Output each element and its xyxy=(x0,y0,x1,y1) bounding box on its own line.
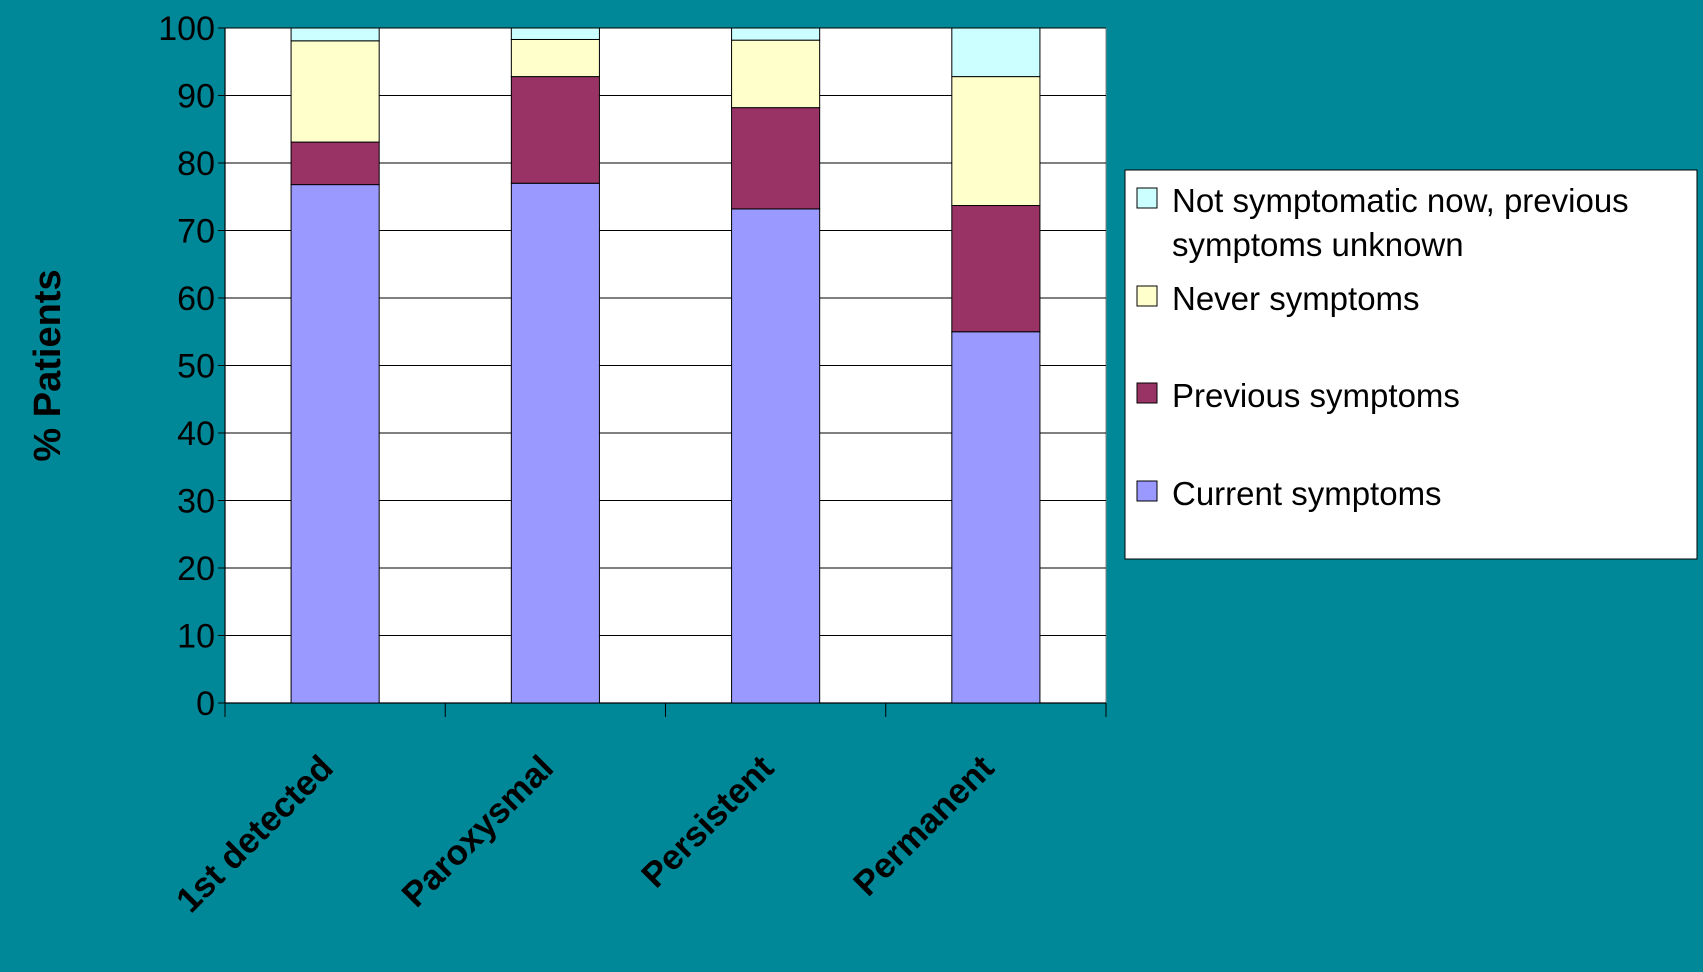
y-tick-label: 60 xyxy=(177,280,215,318)
x-tick-label: Persistent xyxy=(634,748,781,895)
bar-segment xyxy=(510,76,600,184)
legend-label: Previous symptoms xyxy=(1172,377,1460,414)
bar-segment xyxy=(731,107,821,210)
y-tick-label: 0 xyxy=(196,685,215,723)
legend-swatch xyxy=(1136,285,1158,307)
legend-swatch xyxy=(1136,382,1158,404)
y-tick-label: 100 xyxy=(158,10,215,48)
y-tick-label: 80 xyxy=(177,145,215,183)
y-tick-label: 10 xyxy=(177,618,215,656)
bar-segment xyxy=(951,27,1041,78)
y-tick-label: 30 xyxy=(177,483,215,521)
bar-segment xyxy=(290,40,380,143)
bar-segment xyxy=(731,208,821,704)
x-tick-label: 1st detected xyxy=(169,748,341,920)
bar-segment xyxy=(510,38,600,78)
y-tick-label: 90 xyxy=(177,78,215,116)
bar-segment xyxy=(290,184,380,704)
y-axis-title: % Patients xyxy=(27,269,69,461)
legend-label: symptoms unknown xyxy=(1172,226,1464,263)
y-tick-label: 50 xyxy=(177,348,215,386)
legend-swatch xyxy=(1136,480,1158,502)
y-tick-label: 20 xyxy=(177,550,215,588)
bar-segment xyxy=(731,27,821,41)
bar-segment xyxy=(510,27,600,40)
legend-label: Never symptoms xyxy=(1172,280,1420,317)
bar-segment xyxy=(951,331,1041,704)
legend-label: Current symptoms xyxy=(1172,475,1442,512)
x-tick-label: Paroxysmal xyxy=(394,748,561,915)
legend xyxy=(1124,169,1698,560)
bar-segment xyxy=(290,27,380,42)
legend-label: Not symptomatic now, previous xyxy=(1172,182,1629,219)
bar-segment xyxy=(951,76,1041,207)
x-tick-label: Permanent xyxy=(846,748,1002,904)
y-tick-label: 40 xyxy=(177,415,215,453)
legend-swatch xyxy=(1136,187,1158,209)
bar-segment xyxy=(510,182,600,704)
bar-segment xyxy=(731,39,821,109)
y-tick-label: 70 xyxy=(177,213,215,251)
bar-segment xyxy=(290,141,380,186)
bar-segment xyxy=(951,205,1041,333)
